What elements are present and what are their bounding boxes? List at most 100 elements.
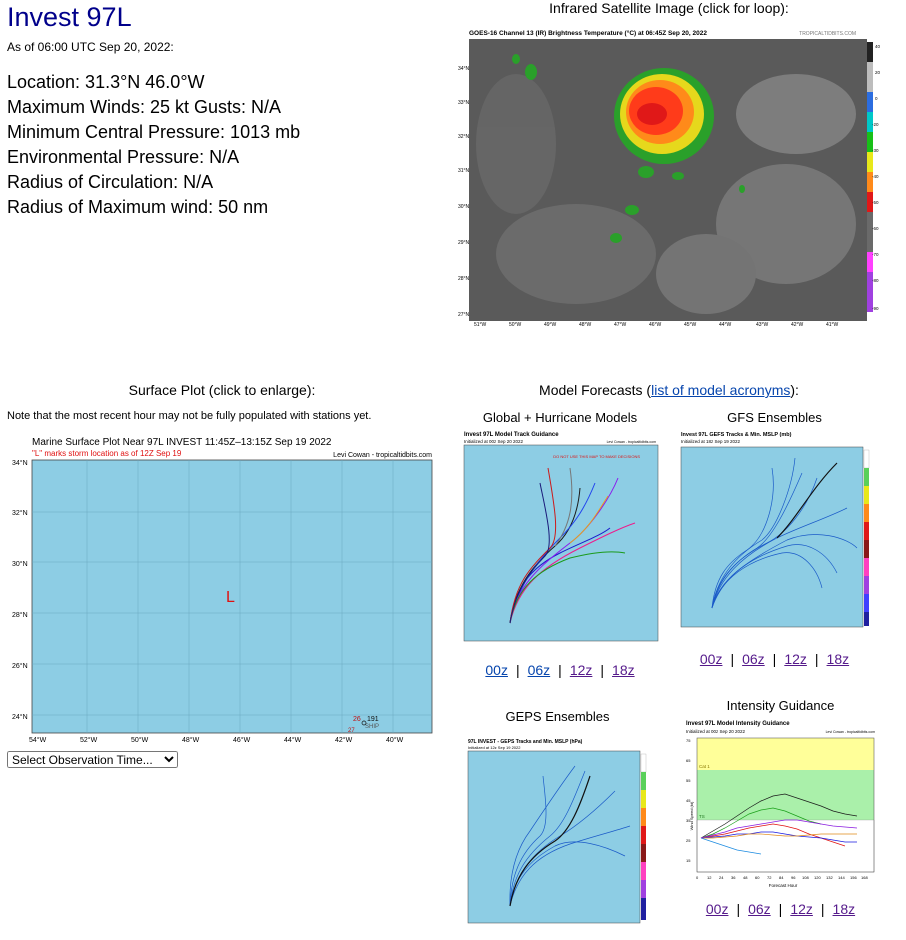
sat-lon-label: 43°W bbox=[756, 322, 769, 328]
sat-lon-label: 51°W bbox=[474, 322, 487, 328]
stat-radius-max-wind: Radius of Maximum wind: 50 nm bbox=[7, 197, 269, 217]
sat-scale-label: 20 bbox=[875, 70, 881, 75]
intensity-run-06z[interactable]: 06z bbox=[748, 901, 771, 917]
surface-lon-label: 50°W bbox=[131, 736, 149, 744]
intensity-x-tick: 12 bbox=[707, 875, 712, 880]
sat-lon-axis: 51°W 50°W 49°W 48°W 47°W 46°W 45°W 44°W … bbox=[469, 322, 867, 330]
global-models-image[interactable]: Invest 97L Model Track Guidance Initiali… bbox=[460, 428, 660, 643]
intensity-x-label: Forecast Hour bbox=[769, 883, 798, 888]
intensity-y-tick: 55 bbox=[686, 778, 691, 783]
sat-lon-label: 46°W bbox=[649, 322, 662, 328]
global-plot-credit: Levi Cowan - tropicaltidbits.com bbox=[607, 440, 656, 444]
intensity-x-tick: 24 bbox=[719, 875, 724, 880]
sat-lon-label: 49°W bbox=[544, 322, 557, 328]
gfs-plot-init: Initialized at 18z Sep 19 2022 bbox=[681, 439, 741, 444]
surface-caption: Surface Plot (click to enlarge): bbox=[128, 382, 316, 398]
intensity-run-12z[interactable]: 12z bbox=[790, 901, 813, 917]
surface-lat-label: 26°N bbox=[12, 662, 28, 670]
geps-ensembles-image[interactable]: 97L INVEST - GEPS Tracks and Min. MSLP (… bbox=[465, 736, 655, 926]
stat-env-pressure: Environmental Pressure: N/A bbox=[7, 147, 240, 167]
global-plot-init: Initialized at 00z Sep 20 2022 bbox=[464, 439, 524, 444]
intensity-run-18z[interactable]: 18z bbox=[832, 901, 856, 917]
intensity-cat1-label: Cat 1 bbox=[699, 764, 710, 769]
sat-scale-label: -60 bbox=[872, 226, 879, 231]
gfs-run-12z[interactable]: 12z bbox=[784, 651, 807, 667]
intensity-plot-init: Initialized at 00z Sep 20 2022 bbox=[686, 729, 746, 734]
surface-lat-label: 32°N bbox=[12, 509, 28, 517]
surface-ocean bbox=[31, 459, 433, 734]
as-of-timestamp: As of 06:00 UTC Sep 20, 2022: bbox=[7, 40, 174, 54]
sat-lat-label: 33°N bbox=[458, 100, 470, 106]
geps-map bbox=[467, 750, 641, 924]
sat-scale-label: -80 bbox=[872, 278, 879, 283]
gfs-ensembles-image[interactable]: Invest 97L GEFS Tracks & Min. MSLP (mb) … bbox=[677, 428, 872, 633]
surface-lon-label: 42°W bbox=[335, 736, 353, 744]
intensity-run-links: 00z | 06z | 12z | 18z bbox=[705, 901, 856, 917]
gfs-run-18z[interactable]: 18z bbox=[826, 651, 850, 667]
intensity-ts-band bbox=[697, 770, 874, 820]
sat-lat-label: 30°N bbox=[458, 204, 470, 210]
sat-lat-label: 31°N bbox=[458, 168, 470, 174]
geps-ensembles-svg: 97L INVEST - GEPS Tracks and Min. MSLP (… bbox=[465, 736, 655, 926]
intensity-run-00z[interactable]: 00z bbox=[705, 901, 729, 917]
gfs-run-06z[interactable]: 06z bbox=[742, 651, 765, 667]
gfs-run-links: 00z | 06z | 12z | 18z bbox=[699, 651, 850, 667]
global-plot-title: Invest 97L Model Track Guidance bbox=[464, 432, 559, 438]
intensity-y-tick: 75 bbox=[686, 738, 691, 743]
surface-note: Note that the most recent hour may not b… bbox=[7, 410, 372, 422]
intensity-y-tick: 35 bbox=[686, 818, 691, 823]
gfs-run-00z[interactable]: 00z bbox=[699, 651, 723, 667]
observation-time-select[interactable]: Select Observation Time... bbox=[7, 751, 178, 768]
sat-lon-label: 48°W bbox=[579, 322, 592, 328]
geps-plot-init: Initialized at 12z Sep 19 2022 bbox=[468, 745, 521, 750]
surface-plot-subtitle: "L" marks storm location as of 12Z Sep 1… bbox=[32, 449, 182, 458]
sat-scale-label: -20 bbox=[872, 122, 879, 127]
global-run-00z[interactable]: 00z bbox=[485, 662, 508, 678]
intensity-x-tick: 72 bbox=[767, 875, 772, 880]
intensity-x-tick: 48 bbox=[743, 875, 748, 880]
gfs-plot-title: Invest 97L GEFS Tracks & Min. MSLP (mb) bbox=[681, 432, 792, 438]
sat-lon-label: 41°W bbox=[826, 322, 839, 328]
intensity-x-tick: 84 bbox=[779, 875, 784, 880]
geps-ensembles-caption: GEPS Ensembles bbox=[505, 709, 610, 724]
intensity-y-tick: 25 bbox=[686, 838, 691, 843]
surface-lon-label: 44°W bbox=[284, 736, 302, 744]
satellite-color-scale bbox=[867, 42, 873, 312]
sat-lat-label: 32°N bbox=[458, 134, 470, 140]
surface-lat-label: 30°N bbox=[12, 560, 28, 568]
stat-max-winds: Maximum Winds: 25 kt Gusts: N/A bbox=[7, 97, 282, 117]
global-run-18z[interactable]: 18z bbox=[612, 662, 635, 678]
intensity-x-tick: 0 bbox=[696, 875, 699, 880]
satellite-image[interactable]: GOES-16 Channel 13 (IR) Brightness Tempe… bbox=[456, 24, 882, 328]
global-run-12z[interactable]: 12z bbox=[569, 662, 593, 678]
model-acronyms-link[interactable]: list of model acronyms bbox=[651, 382, 791, 398]
intensity-y-tick: 15 bbox=[686, 858, 691, 863]
geps-plot-title: 97L INVEST - GEPS Tracks and Min. MSLP (… bbox=[468, 739, 583, 745]
surface-lon-label: 40°W bbox=[386, 736, 404, 744]
surface-lon-label: 52°W bbox=[80, 736, 98, 744]
station-obs: 191 bbox=[367, 716, 379, 723]
station-obs: 27 bbox=[348, 728, 355, 734]
global-run-links: 00z | 06z | 12z | 18z bbox=[485, 662, 635, 678]
gfs-ensembles-svg: Invest 97L GEFS Tracks & Min. MSLP (mb) … bbox=[677, 428, 872, 633]
intensity-x-tick: 132 bbox=[826, 875, 833, 880]
intensity-x-tick: 168 bbox=[861, 875, 868, 880]
sat-scale-label: 0 bbox=[875, 96, 878, 101]
surface-lat-label: 34°N bbox=[12, 459, 28, 467]
intensity-guidance-image[interactable]: Invest 97L Model Intensity Guidance Init… bbox=[683, 716, 878, 891]
sat-scale-label: 40 bbox=[875, 44, 881, 49]
sat-scale-label: -90 bbox=[872, 306, 879, 311]
surface-plot-title: Marine Surface Plot Near 97L INVEST 11:4… bbox=[32, 437, 332, 448]
sat-scale-label: -50 bbox=[872, 200, 879, 205]
sat-lat-label: 28°N bbox=[458, 276, 470, 282]
surface-lon-label: 46°W bbox=[233, 736, 251, 744]
gfs-ensembles-caption: GFS Ensembles bbox=[727, 410, 822, 425]
intensity-guidance-caption: Intensity Guidance bbox=[726, 698, 835, 713]
global-models-svg: Invest 97L Model Track Guidance Initiali… bbox=[460, 428, 660, 643]
surface-plot-image[interactable]: Marine Surface Plot Near 97L INVEST 11:4… bbox=[7, 432, 437, 748]
station-circle-icon bbox=[361, 720, 367, 726]
intensity-y-tick: 45 bbox=[686, 798, 691, 803]
model-caption-prefix: Model Forecasts ( bbox=[539, 382, 652, 398]
global-run-06z[interactable]: 06z bbox=[527, 662, 551, 678]
surface-lat-label: 28°N bbox=[12, 611, 28, 619]
